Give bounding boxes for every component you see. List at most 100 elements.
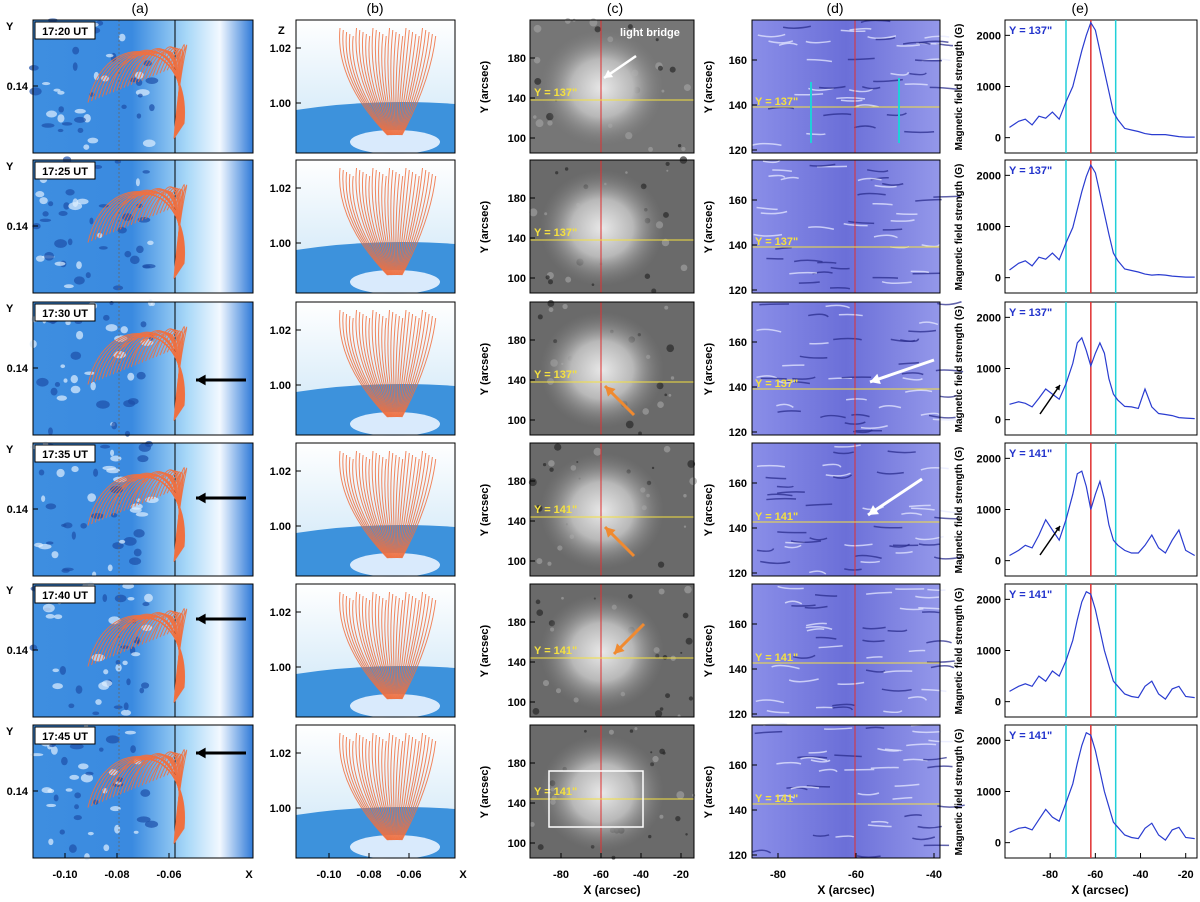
granule bbox=[683, 525, 687, 528]
field-line bbox=[397, 734, 410, 841]
network-feature bbox=[41, 787, 53, 794]
fibril bbox=[871, 820, 889, 824]
y-tick-label: 120 bbox=[729, 427, 747, 439]
network-feature bbox=[70, 385, 81, 394]
network-feature bbox=[70, 351, 82, 360]
fibril bbox=[776, 491, 805, 495]
field-line bbox=[368, 317, 393, 418]
fibril bbox=[890, 71, 910, 76]
network-feature bbox=[48, 201, 54, 207]
network-feature bbox=[59, 829, 65, 835]
field-line bbox=[393, 454, 397, 559]
fibril bbox=[854, 554, 882, 560]
field-line bbox=[401, 317, 437, 418]
network-feature bbox=[63, 284, 74, 289]
light-bridge-label: light bridge bbox=[620, 27, 680, 39]
network-feature bbox=[87, 493, 97, 502]
field-line bbox=[397, 450, 407, 559]
field-line bbox=[398, 315, 417, 418]
field-line bbox=[342, 311, 389, 418]
network-feature bbox=[110, 455, 122, 462]
y-tick-label: 120 bbox=[729, 850, 747, 862]
footpoint-patch bbox=[350, 835, 440, 859]
y-tick-label: 0 bbox=[995, 415, 1001, 427]
granule bbox=[535, 119, 544, 128]
field-line bbox=[362, 171, 392, 276]
profile-label: Y = 137" bbox=[1009, 25, 1052, 37]
field-line bbox=[355, 27, 391, 136]
fibril bbox=[920, 412, 940, 416]
network-feature bbox=[48, 427, 53, 436]
network-feature bbox=[131, 652, 141, 657]
column-d-panels: Y = 137" Y (arcsec) 160 140 120 Y = 137" Y (ar… bbox=[703, 19, 965, 897]
sunspot-brightening bbox=[540, 735, 664, 851]
field-line bbox=[401, 597, 433, 700]
network-feature bbox=[61, 756, 68, 766]
field-line bbox=[390, 452, 396, 559]
white-arrow bbox=[867, 477, 923, 517]
fibril bbox=[882, 182, 904, 186]
network-feature bbox=[111, 421, 118, 430]
y-tick-label: 100 bbox=[508, 273, 526, 285]
z-tick-label: 1.00 bbox=[270, 521, 291, 533]
fibril bbox=[780, 176, 799, 181]
granule bbox=[589, 18, 598, 27]
field-strength-line bbox=[1009, 731, 1195, 841]
field-line bbox=[399, 317, 420, 418]
field-line bbox=[342, 593, 389, 700]
network-feature bbox=[45, 614, 55, 619]
granule bbox=[529, 208, 538, 217]
y-tick-label: 100 bbox=[508, 697, 526, 709]
field-line bbox=[342, 734, 389, 841]
y-cut-label: Y = 141" bbox=[534, 786, 577, 798]
field-line bbox=[396, 599, 404, 700]
field-line bbox=[362, 454, 392, 559]
field-line bbox=[396, 35, 404, 136]
y-tick-label: 100 bbox=[508, 133, 526, 145]
network-feature bbox=[101, 680, 113, 687]
panel-frame bbox=[529, 583, 695, 718]
field-line bbox=[345, 313, 389, 418]
fibril bbox=[889, 543, 910, 548]
y-cut-label: Y = 141" bbox=[755, 652, 798, 664]
fibril bbox=[908, 649, 926, 653]
fibril bbox=[866, 656, 883, 659]
granule bbox=[683, 84, 691, 92]
field-line bbox=[395, 173, 400, 276]
network-feature bbox=[137, 217, 151, 223]
network-feature bbox=[39, 218, 52, 223]
y-tick-label: 0 bbox=[995, 697, 1001, 709]
panel-frame bbox=[751, 724, 941, 859]
network-feature bbox=[135, 79, 143, 86]
y-axis-label: Y (arcsec) bbox=[703, 60, 715, 113]
time-stamp-box bbox=[34, 303, 96, 322]
sunspot-brightening bbox=[540, 594, 664, 710]
map-background bbox=[752, 443, 940, 576]
granule bbox=[634, 727, 638, 731]
fibril bbox=[921, 688, 947, 693]
fibril bbox=[830, 266, 850, 270]
z-tick-label: 1.02 bbox=[270, 325, 291, 337]
fibril bbox=[778, 42, 798, 47]
fibril bbox=[771, 664, 800, 670]
field-line bbox=[374, 452, 394, 559]
fibril bbox=[844, 421, 866, 425]
field-line bbox=[355, 309, 391, 418]
x-axis-label: X (arcsec) bbox=[1071, 883, 1128, 897]
field-line bbox=[401, 33, 433, 136]
fibril bbox=[805, 503, 833, 507]
column-b-panels: Z1.021.001.021.001.021.001.021.001.021.0… bbox=[270, 19, 467, 881]
field-line bbox=[365, 173, 392, 276]
network-feature bbox=[28, 65, 39, 71]
map-background bbox=[752, 20, 940, 153]
granule bbox=[689, 477, 697, 485]
z-tick-label: 1.02 bbox=[270, 466, 291, 478]
granule bbox=[681, 146, 686, 152]
field-line bbox=[390, 311, 396, 418]
fibril bbox=[902, 377, 923, 381]
network-feature bbox=[42, 82, 51, 86]
fibril bbox=[883, 710, 903, 714]
fibril bbox=[777, 380, 795, 384]
panel-frame bbox=[295, 19, 456, 154]
granule bbox=[655, 38, 659, 42]
